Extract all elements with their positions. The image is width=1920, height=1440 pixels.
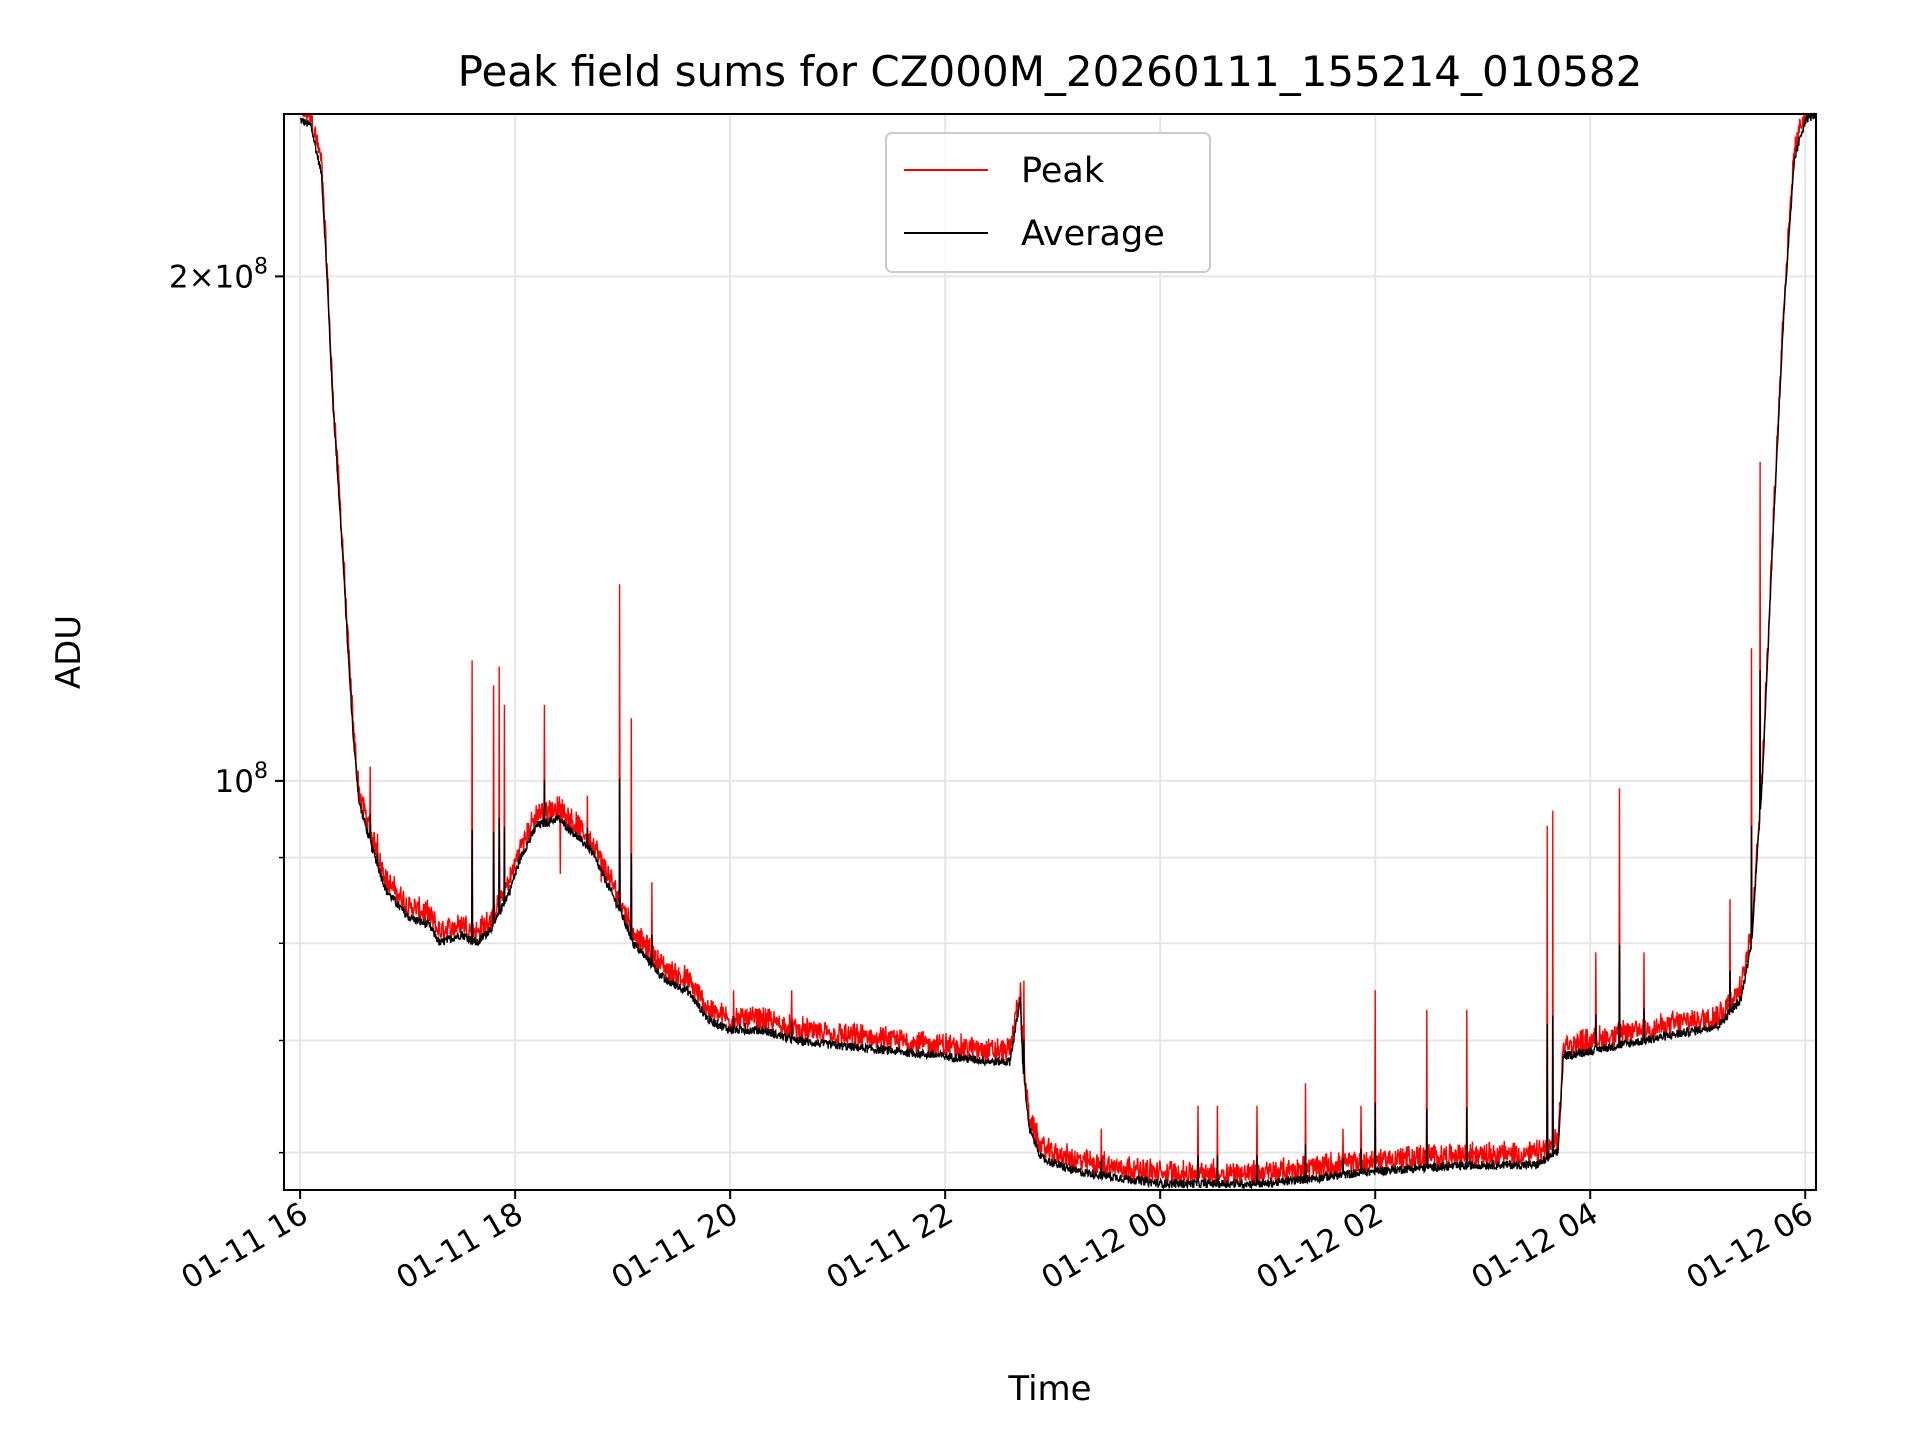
plot-frame [283, 113, 1817, 1191]
peak-series-line [300, 112, 1817, 1188]
average-series-line [299, 112, 1817, 1190]
series [299, 112, 1817, 1190]
legend-average-label: Average [1021, 214, 1165, 254]
legend: Peak Average [885, 132, 1211, 273]
legend-box [885, 132, 1211, 273]
legend-peak-label: Peak [1021, 151, 1105, 191]
y-tick-label: 2×108 [169, 254, 268, 295]
y-axis-title: ADU [49, 615, 89, 689]
y-tick-label: 108 [215, 759, 268, 800]
x-axis-title: Time [1007, 1369, 1091, 1409]
chart-title: Peak field sums for CZ000M_20260111_1552… [458, 47, 1643, 96]
